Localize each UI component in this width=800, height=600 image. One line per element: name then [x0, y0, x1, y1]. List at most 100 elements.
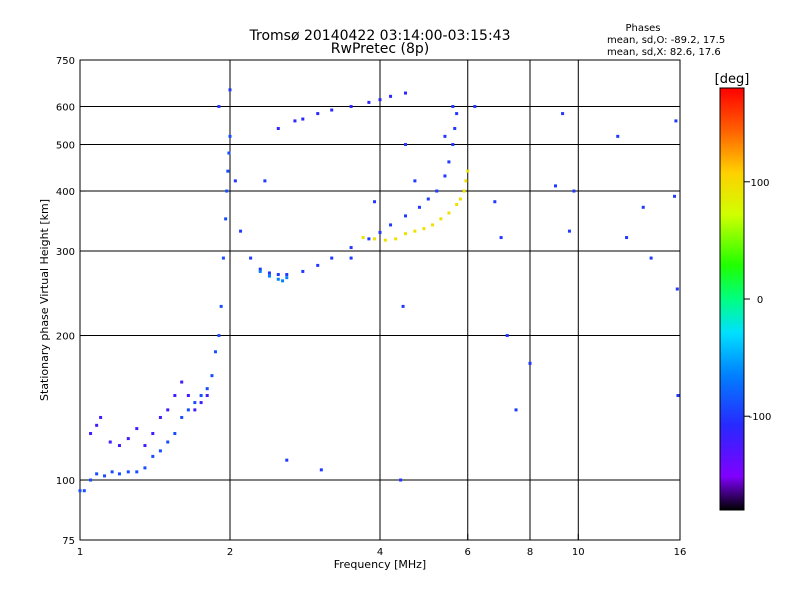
data-point: [493, 200, 497, 204]
data-point: [285, 276, 289, 280]
data-point: [641, 205, 645, 209]
data-point: [383, 238, 387, 242]
data-point: [258, 267, 262, 271]
data-point: [224, 217, 228, 221]
data-points: [78, 88, 680, 493]
data-point: [417, 205, 421, 209]
data-point: [447, 211, 451, 215]
data-point: [394, 237, 398, 241]
y-tick-label: 400: [56, 187, 75, 198]
data-point: [180, 415, 184, 419]
data-point: [166, 408, 170, 412]
data-point: [389, 223, 393, 227]
x-tick-label: 8: [527, 547, 533, 558]
data-point: [276, 273, 280, 277]
data-point: [228, 134, 232, 138]
data-point: [625, 236, 629, 240]
data-point: [285, 458, 289, 462]
data-point: [422, 227, 426, 231]
data-point: [361, 236, 365, 240]
data-point: [135, 470, 139, 474]
data-point: [466, 169, 470, 173]
phases-x-stats: mean, sd,X: 82.6, 17.6: [607, 47, 721, 58]
y-tick-label: 75: [62, 536, 75, 547]
y-axis-label: Stationary phase Virtual Height [km]: [38, 199, 51, 401]
data-point: [219, 304, 223, 308]
x-tick-label: 16: [674, 547, 687, 558]
data-point: [95, 472, 99, 476]
data-point: [316, 263, 320, 267]
data-point: [399, 478, 403, 482]
data-point: [453, 126, 457, 130]
data-point: [447, 160, 451, 164]
data-point: [473, 105, 477, 109]
data-point: [401, 304, 405, 308]
data-point: [210, 374, 214, 378]
data-point: [143, 466, 147, 470]
phases-o-stats: mean, sd,O: -89.2, 17.5: [607, 35, 725, 46]
y-tick-label: 300: [56, 247, 75, 258]
data-point: [378, 230, 382, 234]
colorbar: [719, 87, 745, 511]
data-point: [426, 197, 430, 201]
x-tick-label: 1: [77, 547, 83, 558]
y-tick-label: 750: [56, 56, 75, 67]
data-point: [455, 202, 459, 206]
data-point: [403, 143, 407, 147]
data-point: [126, 470, 130, 474]
data-point: [205, 394, 209, 398]
data-point: [373, 237, 377, 241]
data-point: [285, 273, 289, 277]
data-point: [403, 232, 407, 236]
data-point: [561, 112, 565, 116]
data-point: [367, 237, 371, 241]
grid-lines: [80, 60, 680, 540]
data-point: [180, 380, 184, 384]
data-point: [267, 274, 271, 278]
data-point: [227, 151, 231, 155]
data-point: [226, 169, 230, 173]
data-point: [499, 236, 503, 240]
data-point: [213, 350, 217, 354]
data-point: [389, 94, 393, 98]
data-point: [151, 454, 155, 458]
data-point: [451, 143, 455, 147]
x-tick-label: 10: [572, 547, 585, 558]
data-point: [373, 200, 377, 204]
data-point: [462, 189, 466, 193]
data-point: [301, 117, 305, 121]
data-point: [293, 119, 297, 123]
data-point: [173, 432, 177, 436]
data-point: [186, 394, 190, 398]
phases-header: Phases: [625, 23, 660, 34]
data-point: [649, 256, 653, 260]
data-point: [135, 427, 139, 431]
data-point: [95, 423, 99, 427]
data-point: [674, 119, 678, 123]
data-point: [403, 91, 407, 95]
data-point: [330, 256, 334, 260]
data-point: [193, 408, 197, 412]
data-point: [89, 478, 93, 482]
axis-ticks: 1 2 4 6 8 10 16 75 100 200 300 400 500 600 750: [56, 56, 686, 558]
y-tick-label: 200: [56, 332, 75, 343]
data-point: [553, 184, 557, 188]
y-tick-label: 600: [56, 103, 75, 114]
data-point: [451, 105, 455, 109]
data-point: [514, 408, 518, 412]
data-point: [464, 179, 468, 183]
data-point: [378, 98, 382, 102]
data-point: [276, 126, 280, 130]
data-point: [439, 217, 443, 221]
colorbar-tick-label: 100: [750, 178, 769, 189]
data-point: [319, 468, 323, 472]
data-point: [217, 105, 221, 109]
data-point: [166, 440, 170, 444]
data-point: [193, 401, 197, 405]
x-tick-label: 6: [465, 547, 471, 558]
data-point: [151, 432, 155, 436]
data-point: [349, 246, 353, 250]
data-point: [82, 489, 86, 493]
data-point: [413, 179, 417, 183]
